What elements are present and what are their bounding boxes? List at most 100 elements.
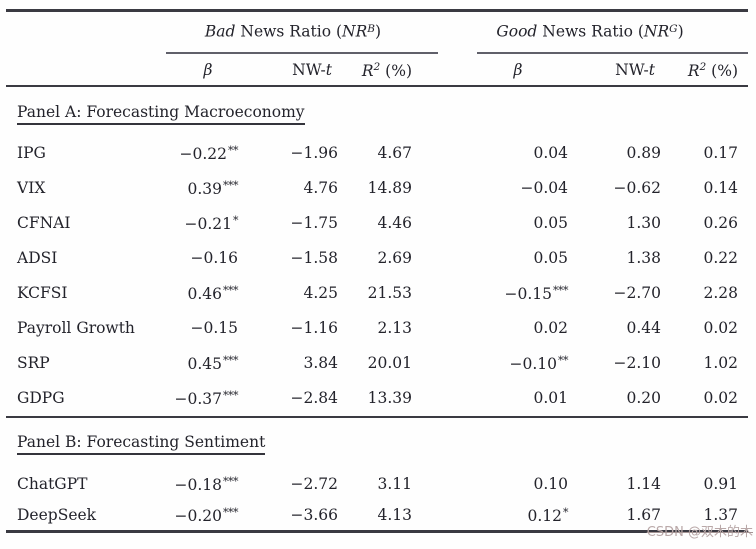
value-cell: 0.10 [533,475,568,494]
value-cell: 20.01 [367,353,412,372]
significance-stars: *** [223,178,239,192]
bottom-rule [6,530,748,533]
value-cell: 0.46*** [187,283,239,303]
mid-rule [6,416,748,418]
value-cell: −1.96 [290,143,339,162]
value-cell: 0.02 [703,318,738,337]
value-cell: 0.44 [626,318,661,337]
row-label: CFNAI [17,213,71,232]
value-cell: 14.89 [367,178,412,197]
row-label: ChatGPT [17,475,88,494]
value-cell: 21.53 [367,283,412,302]
value-cell: 4.67 [377,143,412,162]
empty-corner-cell [6,12,166,54]
group-gap [438,12,477,54]
row-label: KCFSI [17,283,68,302]
value-cell: 0.26 [703,213,738,232]
bad-news-group-title: Bad News Ratio (NRB) [204,22,382,41]
value-cell: 0.12* [527,505,569,525]
table-row: ChatGPT −0.18*** −2.72 3.11 0.10 1.14 0.91 [6,469,748,501]
table-row: Payroll Growth −0.15 −1.16 2.13 0.02 0.44 0.02 [6,311,748,346]
panel-b-rows: ChatGPT −0.18*** −2.72 3.11 0.10 1.14 0.91 Deep… [6,469,748,530]
value-cell: 1.38 [626,248,661,267]
value-cell: −0.20*** [174,505,239,525]
value-cell: 1.14 [626,475,661,494]
significance-stars: ** [558,353,569,367]
value-cell: 0.20 [626,388,661,407]
value-cell: −0.22** [179,143,239,163]
table-row: KCFSI 0.46*** 4.25 21.53 −0.15*** −2.70 2.28 [6,276,748,311]
value-cell: −0.10** [509,353,569,373]
value-cell: 0.02 [703,388,738,407]
value-cell: −2.72 [290,475,339,494]
bad-news-group-header: Bad News Ratio (NRB) [166,12,438,54]
value-cell: 0.17 [703,143,738,162]
table-row: VIX 0.39*** 4.76 14.89 −0.04 −0.62 0.14 [6,171,748,206]
row-label: GDPG [17,388,65,407]
panel-b-header: Panel B: Forecasting Sentiment [6,418,748,462]
significance-stars: *** [223,475,239,489]
value-cell: 3.84 [303,353,338,372]
value-cell: 0.05 [533,248,568,267]
value-cell: −0.16 [190,248,239,267]
value-cell: 0.45*** [187,353,239,373]
value-cell: −0.21* [184,213,239,233]
value-cell: 0.89 [626,143,661,162]
value-cell: −0.62 [613,178,662,197]
table-row: GDPG −0.37*** −2.84 13.39 0.01 0.20 0.02 [6,381,748,416]
panel-b-title: Panel B: Forecasting Sentiment [17,434,266,456]
value-cell: −1.75 [290,213,339,232]
value-cell: 4.76 [303,178,338,197]
value-cell: −2.84 [290,388,339,407]
beta-column-header-good: β [513,61,523,80]
value-cell: −3.66 [290,505,339,524]
value-cell: 1.30 [626,213,661,232]
value-cell: 1.37 [703,505,738,524]
top-rule [6,9,748,12]
significance-stars: *** [223,388,239,402]
row-label: DeepSeek [17,505,97,524]
table-row: SRP 0.45*** 3.84 20.01 −0.10** −2.10 1.02 [6,346,748,381]
panel-a-title: Panel A: Forecasting Macroeconomy [17,104,305,126]
value-cell: 0.91 [703,475,738,494]
table-row: ADSI −0.16 −1.58 2.69 0.05 1.38 0.22 [6,241,748,276]
value-cell: 1.02 [703,353,738,372]
value-cell: 0.01 [533,388,568,407]
significance-stars: *** [223,353,239,367]
value-cell: 4.13 [377,505,412,524]
value-cell: 1.67 [626,505,661,524]
value-cell: −0.15*** [504,283,569,303]
value-cell: 0.39*** [187,178,239,198]
panel-a-header: Panel A: Forecasting Macroeconomy [6,87,748,136]
header-rule [6,85,748,87]
value-cell: −0.37*** [174,388,239,408]
value-cell: 0.22 [703,248,738,267]
value-cell: 13.39 [367,388,412,407]
value-cell: 0.04 [533,143,568,162]
watermark: CSDN @双木的木 [646,525,753,540]
value-cell: −2.70 [613,283,662,302]
significance-stars: *** [223,505,239,519]
value-cell: −2.10 [613,353,662,372]
value-cell: 4.25 [303,283,338,302]
good-news-group-header: Good News Ratio (NRG) [477,12,748,54]
row-label: VIX [17,178,46,197]
regression-results-table: Bad News Ratio (NRB) Good News Ratio (NR… [6,9,748,533]
row-label: IPG [17,143,46,162]
value-cell: 0.14 [703,178,738,197]
beta-column-header-bad: β [203,61,213,80]
panel-a-rows: IPG −0.22** −1.96 4.67 0.04 0.89 0.17 VIX 0.39**… [6,136,748,416]
good-news-group-title: Good News Ratio (NRG) [496,22,684,41]
significance-stars: * [563,505,569,519]
value-cell: −1.16 [290,318,339,337]
table-row: IPG −0.22** −1.96 4.67 0.04 0.89 0.17 [6,136,748,171]
significance-stars: *** [553,283,569,297]
table-row: CFNAI −0.21* −1.75 4.46 0.05 1.30 0.26 [6,206,748,241]
column-group-header-row: Bad News Ratio (NRB) Good News Ratio (NR… [6,12,748,54]
value-cell: 4.46 [377,213,412,232]
significance-stars: *** [223,283,239,297]
table-row: DeepSeek −0.20*** −3.66 4.13 0.12* 1.67 1.37 [6,501,748,530]
value-cell: 0.05 [533,213,568,232]
significance-stars: ** [228,143,239,157]
